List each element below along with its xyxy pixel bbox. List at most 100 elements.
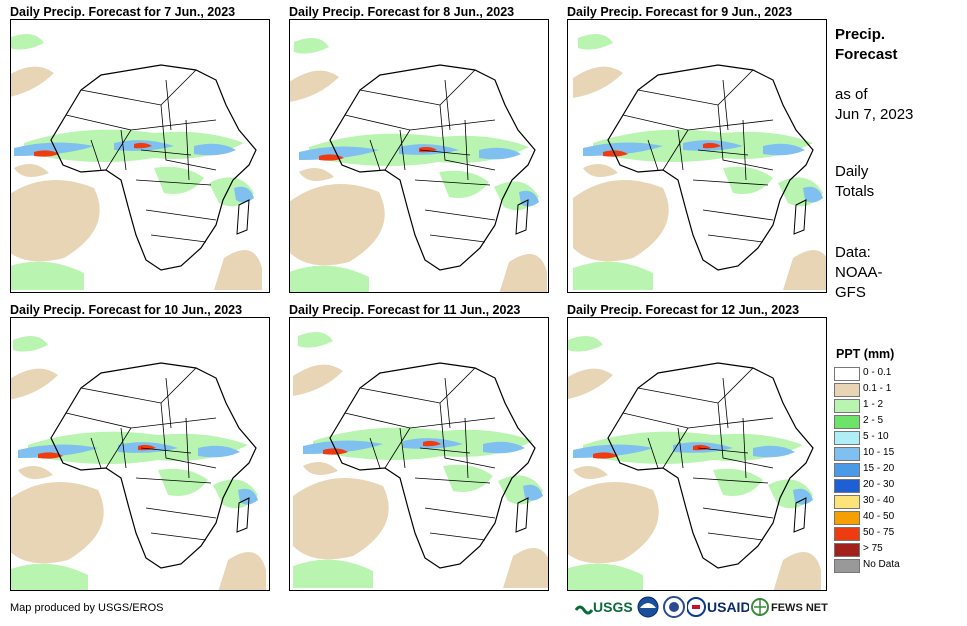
country-border <box>429 532 486 541</box>
country-border <box>90 139 102 171</box>
country-border <box>140 447 192 454</box>
country-border <box>160 402 217 469</box>
precip-area-green <box>578 34 613 50</box>
country-border <box>429 234 486 243</box>
precip-area-green <box>298 332 333 348</box>
legend-label: 40 - 50 <box>863 511 895 522</box>
usgs-logo: USGS <box>574 596 635 618</box>
precip-area-blue <box>194 143 236 156</box>
precip-map-svg <box>568 336 821 590</box>
country-border <box>160 104 217 171</box>
usda-seal-icon <box>663 596 685 618</box>
legend-swatch <box>834 431 860 445</box>
country-border <box>185 417 190 479</box>
legend-label: 2 - 5 <box>863 415 884 426</box>
country-border <box>414 477 491 484</box>
precip-area-tan <box>573 466 608 479</box>
country-border <box>697 149 749 156</box>
precip-area-tan <box>299 168 334 181</box>
country-border <box>722 79 729 131</box>
precip-area-red <box>38 452 63 459</box>
coastline <box>50 362 257 569</box>
country-border <box>444 79 451 131</box>
panel-title: Daily Precip. Forecast for 11 Jun., 2023 <box>289 303 521 317</box>
africa-map <box>289 317 549 591</box>
precip-map-svg <box>290 38 547 292</box>
country-border <box>742 119 747 181</box>
precip-area-green <box>723 166 773 194</box>
country-border <box>677 129 684 171</box>
country-border <box>344 114 496 131</box>
precip-area-tan <box>568 482 659 564</box>
legend-title: PPT (mm) <box>836 347 895 361</box>
legend-label: > 75 <box>863 543 883 554</box>
coastline <box>329 362 536 569</box>
country-border <box>414 179 491 186</box>
usda-logo <box>663 596 685 618</box>
noaa-icon <box>637 596 659 618</box>
precip-map-svg <box>11 336 266 590</box>
fews-text: FEWS NET <box>771 602 828 614</box>
country-border <box>105 129 132 171</box>
madagascar-outline <box>793 497 807 533</box>
legend-label: No Data <box>863 559 900 570</box>
legend-label: 15 - 20 <box>863 463 895 474</box>
legend-label: 50 - 75 <box>863 527 895 538</box>
legend-label: 0.1 - 1 <box>863 383 892 394</box>
legend-swatch <box>834 559 860 573</box>
precip-area-green <box>439 170 489 198</box>
country-border <box>165 79 172 131</box>
precip-area-green <box>158 468 208 496</box>
totals-line-2: Totals <box>835 183 875 200</box>
legend-swatch <box>834 495 860 509</box>
country-border <box>145 507 217 519</box>
legend-swatch <box>834 399 860 413</box>
precip-area-blue <box>793 488 813 505</box>
country-border <box>722 377 729 429</box>
precip-area-tan <box>11 482 104 564</box>
totals-label: Daily Totals <box>835 162 874 202</box>
africa-map <box>10 317 270 591</box>
precip-area-green <box>11 563 88 590</box>
country-border <box>637 69 754 106</box>
precip-area-tan <box>293 364 343 396</box>
country-border <box>717 402 774 469</box>
precip-area-tan <box>290 70 339 102</box>
madagascar-outline <box>515 199 529 235</box>
country-border <box>692 477 769 484</box>
panel-title: Daily Precip. Forecast for 8 Jun., 2023 <box>289 5 515 19</box>
country-border <box>717 104 774 171</box>
precip-map-svg <box>573 34 826 290</box>
precip-area-tan <box>14 164 49 177</box>
legend-swatch <box>834 543 860 557</box>
precip-area-green <box>568 336 603 352</box>
country-border <box>384 129 411 171</box>
country-border <box>140 149 192 156</box>
fews-net-logo: FEWS NET <box>751 596 831 618</box>
panel-title: Daily Precip. Forecast for 10 Jun., 2023 <box>10 303 243 317</box>
data-line-1: Data: <box>835 244 871 261</box>
product-title: Precip. Forecast <box>835 25 898 65</box>
country-border <box>105 427 132 469</box>
legend-swatch <box>834 527 860 541</box>
legend-swatch <box>834 479 860 493</box>
country-border <box>135 477 212 484</box>
country-border <box>439 402 496 469</box>
country-border <box>80 69 197 106</box>
country-border <box>359 367 476 404</box>
precip-area-tan <box>11 180 100 262</box>
precip-area-red <box>423 440 441 447</box>
country-border <box>647 139 659 171</box>
asof-label: as of <box>835 86 868 103</box>
country-border <box>637 367 754 404</box>
coastline <box>50 64 257 271</box>
precip-area-green <box>13 336 48 352</box>
country-border <box>145 209 217 221</box>
precip-area-tan <box>11 66 54 97</box>
africa-map <box>567 19 827 293</box>
precip-area-green <box>154 166 204 194</box>
country-border <box>185 119 190 181</box>
country-border <box>662 427 689 469</box>
country-border <box>369 139 381 171</box>
precip-area-tan <box>11 368 58 400</box>
